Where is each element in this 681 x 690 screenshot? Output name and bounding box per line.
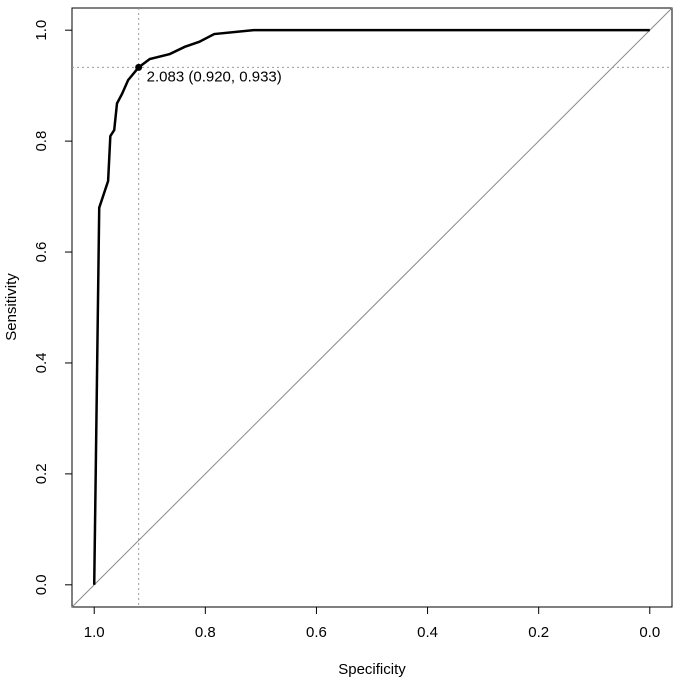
y-tick-label: 0.6 — [33, 242, 50, 263]
y-tick-label: 0.0 — [33, 574, 50, 595]
plot-frame — [71, 7, 673, 608]
x-tick-label: 0.6 — [306, 624, 327, 641]
roc-curve — [92, 28, 650, 585]
y-axis-title: Sensitivity — [3, 273, 20, 341]
y-tick-label: 0.2 — [33, 463, 50, 484]
reference-diagonal — [71, 7, 673, 608]
x-tick-label: 0.8 — [195, 624, 216, 641]
x-tick-label: 0.2 — [528, 624, 549, 641]
x-tick-label: 0.4 — [417, 624, 438, 641]
y-tick-label: 0.8 — [33, 131, 50, 152]
threshold-label: 2.083 (0.920, 0.933) — [147, 68, 282, 85]
y-tick-label: 1.0 — [33, 20, 50, 41]
y-tick-label: 0.4 — [33, 353, 50, 374]
x-tick-label: 0.0 — [639, 624, 660, 641]
threshold-point — [135, 63, 143, 71]
x-tick-label: 1.0 — [84, 624, 105, 641]
x-axis-title: Specificity — [338, 661, 406, 678]
